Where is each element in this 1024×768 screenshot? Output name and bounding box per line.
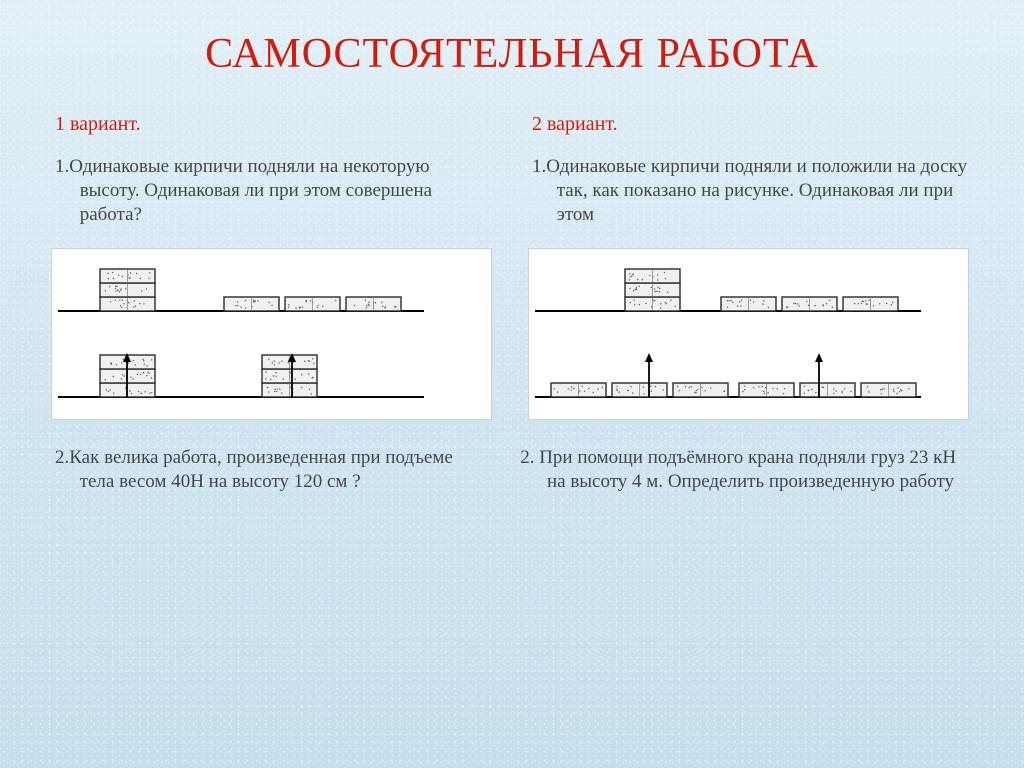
bricks-diagram-2 (529, 249, 929, 419)
variant-2-question-1: 1.Одинаковые кирпичи подняли и положили … (532, 155, 969, 226)
variant-2-label: 2 вариант. (532, 112, 969, 137)
columns: 1 вариант. 1.Одинаковые кирпичи подняли … (55, 112, 969, 516)
variant-1-figure (51, 248, 492, 420)
slide: САМОСТОЯТЕЛЬНАЯ РАБОТА 1 вариант. 1.Один… (0, 0, 1024, 536)
bricks-diagram-1 (52, 249, 432, 419)
variant-1-question-1: 1.Одинаковые кирпичи подняли на некотору… (55, 155, 492, 226)
variant-2-figure (528, 248, 969, 420)
column-variant-1: 1 вариант. 1.Одинаковые кирпичи подняли … (55, 112, 492, 516)
variant-1-question-2: 2.Как велика работа, произведенная при п… (55, 446, 492, 494)
variant-1-label: 1 вариант. (55, 112, 492, 137)
variant-2-question-2: 2. При помощи подъёмного крана подняли г… (532, 446, 969, 494)
slide-title: САМОСТОЯТЕЛЬНАЯ РАБОТА (55, 30, 969, 78)
column-variant-2: 2 вариант. 1.Одинаковые кирпичи подняли … (532, 112, 969, 516)
